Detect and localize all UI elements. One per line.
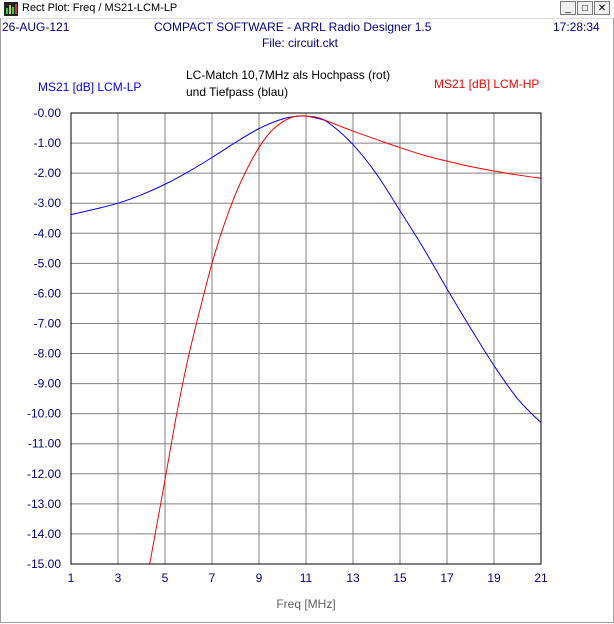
y-tick-label: -5.00: [34, 256, 62, 270]
plot-border: [70, 112, 542, 565]
header-file: File: circuit.ckt: [262, 36, 339, 50]
y-tick-label: -1.00: [34, 136, 62, 150]
x-tick-label: 1: [68, 571, 75, 585]
legend-hp: MS21 [dB] LCM-HP: [434, 77, 540, 91]
header-date: 26-AUG-121: [2, 20, 70, 34]
y-tick-label: -8.00: [34, 347, 62, 361]
grid: [70, 112, 542, 565]
x-tick-label: 17: [440, 571, 454, 585]
y-tick-label: -4.00: [34, 226, 62, 240]
x-tick-label: 5: [162, 571, 169, 585]
x-tick-label: 13: [346, 571, 360, 585]
y-tick-label: -15.00: [27, 557, 61, 571]
x-axis-label: Freq [MHz]: [276, 597, 335, 611]
annotation-line-2: und Tiefpass (blau): [186, 85, 289, 99]
y-tick-label: -13.00: [27, 497, 61, 511]
y-tick-label: -0.00: [34, 106, 62, 120]
x-tick-label: 9: [256, 571, 263, 585]
app-icon: [4, 2, 18, 16]
y-tick-labels: -0.00 -1.00 -2.00 -3.00 -4.00 -5.00 -6.00 -7.00…: [27, 106, 61, 571]
y-tick-label: -2.00: [34, 166, 62, 180]
x-tick-label: 19: [487, 571, 501, 585]
y-tick-label: -7.00: [34, 316, 62, 330]
series-layer: [71, 115, 541, 564]
y-tick-label: -9.00: [34, 377, 62, 391]
x-tick-label: 21: [534, 571, 548, 585]
x-tick-label: 11: [300, 571, 313, 585]
y-tick-label: -12.00: [27, 467, 61, 481]
maximize-button[interactable]: □: [577, 1, 593, 15]
title-bar: Rect Plot: Freq / MS21-LCM-LP _ □ ✕: [0, 0, 614, 19]
close-button[interactable]: ✕: [594, 1, 610, 15]
y-tick-label: -6.00: [34, 286, 62, 300]
y-tick-label: -10.00: [27, 407, 61, 421]
minimize-button[interactable]: _: [560, 1, 576, 15]
x-tick-label: 7: [209, 571, 216, 585]
x-tick-labels: 1 3 5 7 9 11 13 15 17 19 21: [68, 571, 548, 585]
annotation-line-1: LC-Match 10,7MHz als Hochpass (rot): [186, 68, 391, 82]
header-app: COMPACT SOFTWARE - ARRL Radio Designer 1…: [154, 20, 432, 34]
y-tick-label: -11.00: [28, 437, 61, 451]
x-tick-label: 15: [393, 571, 407, 585]
y-tick-label: -3.00: [34, 196, 62, 210]
header-time: 17:28:34: [553, 20, 600, 34]
y-tick-label: -14.00: [27, 527, 61, 541]
legend-lp: MS21 [dB] LCM-LP: [38, 80, 142, 94]
window-title: Rect Plot: Freq / MS21-LCM-LP: [22, 2, 178, 14]
x-tick-label: 3: [115, 571, 122, 585]
series-line-hp: [149, 115, 541, 564]
